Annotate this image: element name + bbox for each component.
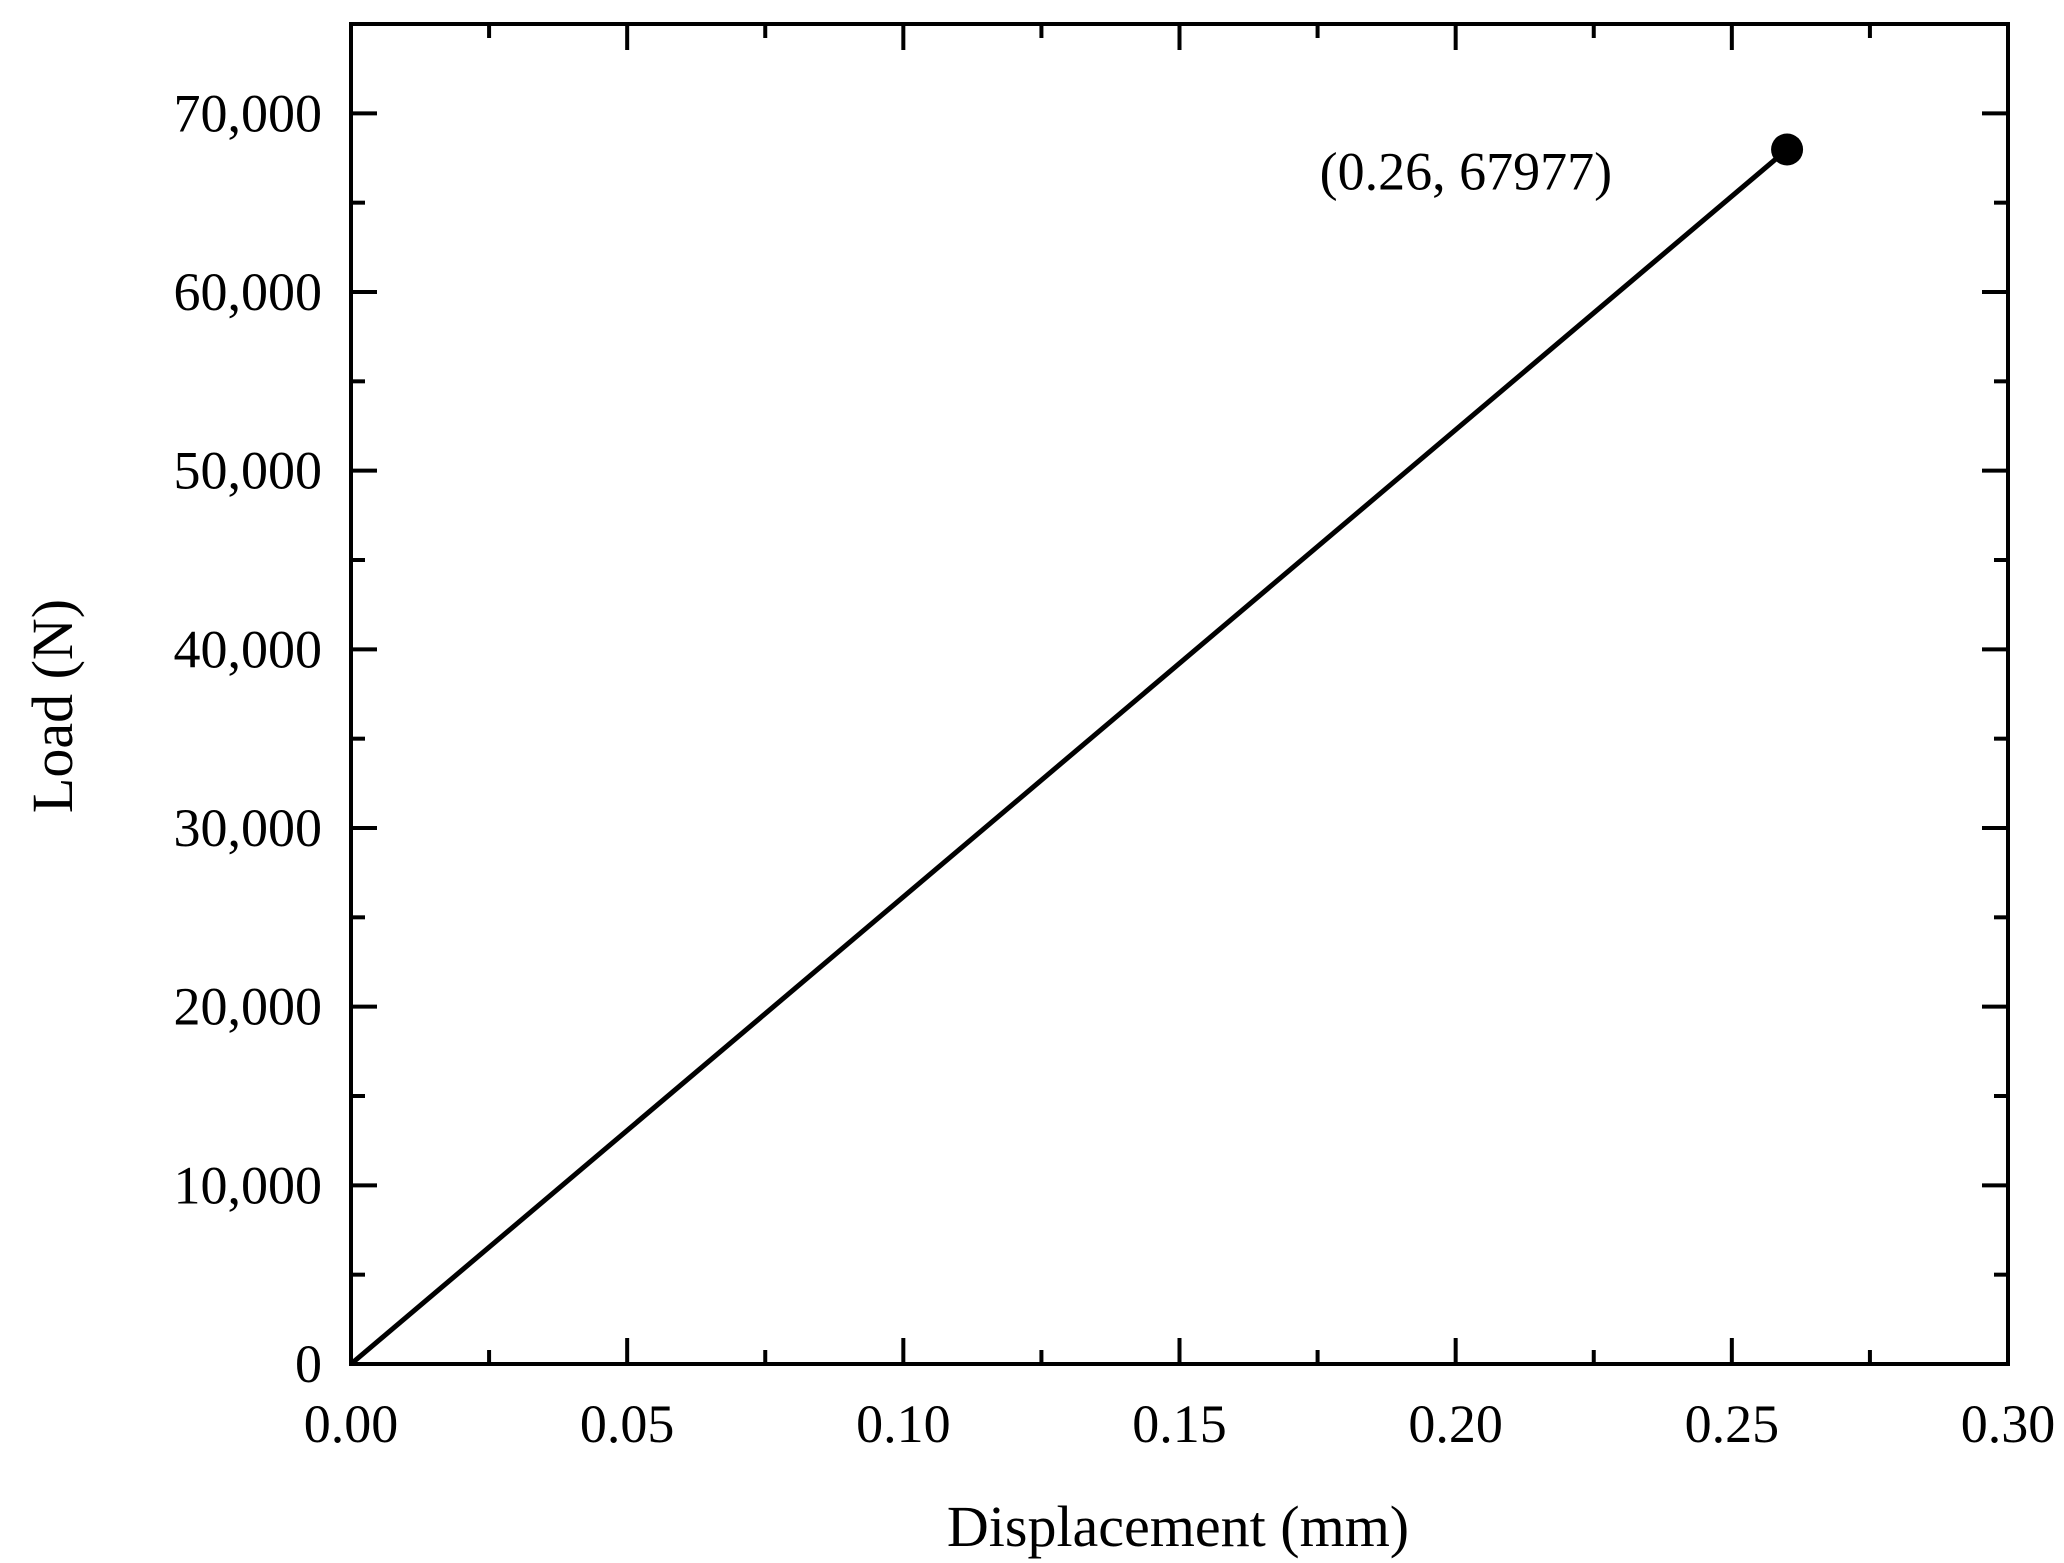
y-axis-label: Load (N) [20, 599, 85, 813]
x-tick-label: 0.25 [1685, 1394, 1780, 1454]
y-tick-label: 60,000 [174, 262, 323, 322]
peak-annotation: (0.26, 67977) [1320, 141, 1612, 201]
x-tick-label: 0.10 [856, 1394, 951, 1454]
peak-point-marker [1771, 133, 1804, 166]
series-line [349, 147, 1789, 1366]
x-tick-labels: 0.00 0.05 0.10 0.15 0.20 0.25 0.30 [304, 1394, 2056, 1454]
x-axis-label: Displacement (mm) [947, 1494, 1409, 1559]
series-group [349, 133, 1804, 1366]
plot-frame [349, 22, 2010, 1366]
x-tick-label: 0.15 [1132, 1394, 1227, 1454]
x-tick-label: 0.20 [1408, 1394, 1503, 1454]
y-tick-label: 30,000 [174, 798, 323, 858]
y-tick-label: 10,000 [174, 1155, 323, 1215]
y-tick-label: 50,000 [174, 441, 323, 501]
y-tick-labels: 0 10,000 20,000 30,000 40,000 50,000 60,000 70,… [174, 83, 323, 1394]
x-tick-label: 0.30 [1961, 1394, 2056, 1454]
y-tick-label: 0 [295, 1334, 322, 1394]
axis-ticks [349, 24, 2010, 1366]
x-tick-label: 0.00 [304, 1394, 399, 1454]
y-tick-label: 40,000 [174, 619, 323, 679]
y-tick-label: 20,000 [174, 977, 323, 1037]
y-tick-label: 70,000 [174, 83, 323, 143]
x-tick-label: 0.05 [580, 1394, 675, 1454]
